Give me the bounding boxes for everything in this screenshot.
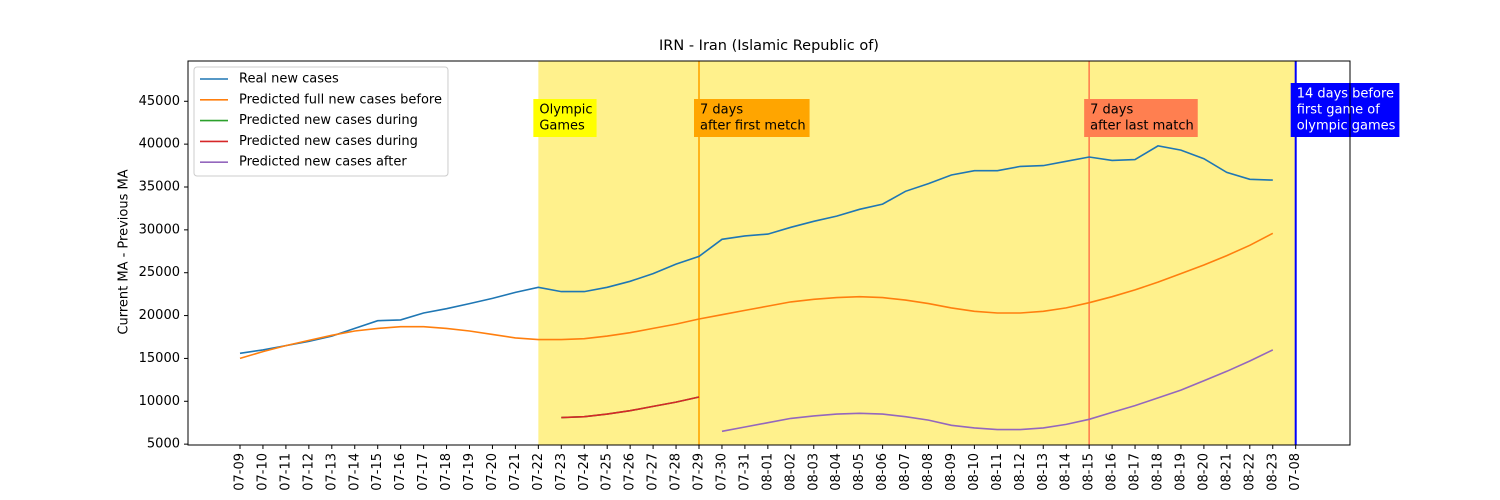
annotation-text: after last match (1090, 119, 1194, 134)
legend-label: Predicted full new cases before (239, 92, 442, 107)
x-tick-label: 07-15 (370, 453, 385, 491)
x-tick-label: 08-13 (1036, 453, 1051, 491)
x-tick-label: 07-28 (669, 453, 684, 491)
x-tick-label: 08-21 (1219, 453, 1234, 491)
x-tick-label: 08-05 (852, 453, 867, 491)
annotation-text: after first metch (700, 119, 806, 134)
x-tick-label: 07-08 (1288, 453, 1303, 491)
x-tick-label: 08-19 (1173, 453, 1188, 491)
x-tick-label: 08-16 (1105, 453, 1120, 491)
x-tick-label: 08-18 (1151, 453, 1166, 491)
x-tick-label: 08-11 (990, 453, 1005, 491)
annotation-box (533, 99, 597, 137)
x-tick-label: 07-13 (324, 453, 339, 491)
annotation-text: 7 days (700, 103, 743, 118)
annotation-text: Olympic (539, 103, 592, 118)
legend: Real new cases Predicted full new cases b… (193, 66, 449, 177)
y-tick-label: 25000 (139, 265, 180, 280)
x-tick-label: 08-17 (1128, 453, 1143, 491)
annotation-text: Games (539, 119, 585, 134)
x-tick-label: 07-11 (278, 453, 293, 491)
legend-label: Predicted new cases during (239, 113, 418, 128)
y-tick-label: 30000 (139, 222, 180, 237)
x-tick-label: 08-23 (1265, 453, 1280, 491)
x-tick-label: 07-29 (692, 453, 707, 491)
plot-frame (187, 60, 1351, 446)
y-tick-label: 40000 (139, 137, 180, 152)
x-tick-label: 07-09 (233, 453, 248, 491)
x-tick-label: 08-12 (1013, 453, 1028, 491)
legend-label: Predicted new cases after (239, 155, 407, 170)
series-line (239, 232, 1274, 360)
x-tick-label: 07-12 (301, 453, 316, 491)
series-line (239, 145, 1273, 355)
y-tick-label: 10000 (139, 394, 180, 409)
x-tick-label: 07-30 (714, 453, 729, 491)
x-tick-label: 08-07 (898, 453, 913, 491)
x-tick-label: 08-15 (1082, 453, 1097, 491)
x-tick-label: 08-01 (760, 453, 775, 491)
x-tick-label: 07-25 (600, 453, 615, 491)
annotation-text: olympic games (1297, 119, 1396, 134)
x-tick-label: 07-16 (393, 453, 408, 491)
chart-title: IRN - Iran (Islamic Republic of) (659, 38, 879, 54)
x-tick-label: 08-06 (875, 453, 890, 491)
x-tick-label: 08-20 (1196, 453, 1211, 491)
series-line (721, 349, 1274, 433)
x-tick-label: 08-03 (806, 453, 821, 491)
x-tick-label: 08-02 (783, 453, 798, 491)
y-tick-label: 45000 (139, 94, 180, 109)
x-tick-label: 08-04 (829, 453, 844, 491)
x-tick-label: 08-08 (921, 453, 936, 491)
x-tick-label: 07-19 (462, 453, 477, 491)
y-tick-label: 35000 (139, 180, 180, 195)
y-tick-label: 15000 (139, 351, 180, 366)
x-tick-label: 07-17 (416, 453, 431, 491)
legend-box (193, 66, 449, 177)
x-tick-label: 08-14 (1059, 453, 1074, 491)
x-tick-label: 08-10 (967, 453, 982, 491)
x-tick-label: 07-24 (577, 453, 592, 491)
x-tick-label: 07-10 (255, 453, 270, 491)
x-tick-label: 07-22 (531, 453, 546, 491)
x-tick-label: 07-20 (485, 453, 500, 491)
legend-label: Real new cases (239, 72, 339, 87)
y-axis-label: Current MA - Previous MA (117, 169, 132, 334)
x-tick-label: 07-27 (646, 453, 661, 491)
x-tick-label: 07-14 (347, 453, 362, 491)
x-tick-label: 07-26 (623, 453, 638, 491)
y-tick-label: 20000 (139, 308, 180, 323)
legend-label: Predicted new cases during (239, 134, 418, 149)
x-tick-label: 07-31 (737, 453, 752, 491)
series-line (561, 396, 700, 419)
annotation-text: 7 days (1090, 103, 1133, 118)
y-tick-label: 5000 (147, 437, 180, 452)
x-tick-label: 07-18 (439, 453, 454, 491)
annotation-box (1084, 99, 1198, 137)
annotation-text: 14 days before (1297, 87, 1394, 102)
annotation-box (1290, 83, 1400, 137)
x-tick-label: 07-21 (508, 453, 523, 491)
x-tick-label: 07-23 (554, 453, 569, 491)
annotation-box (694, 99, 810, 137)
annotation-text: first game of (1297, 103, 1381, 118)
x-tick-label: 08-09 (944, 453, 959, 491)
x-tick-label: 08-22 (1242, 453, 1257, 491)
